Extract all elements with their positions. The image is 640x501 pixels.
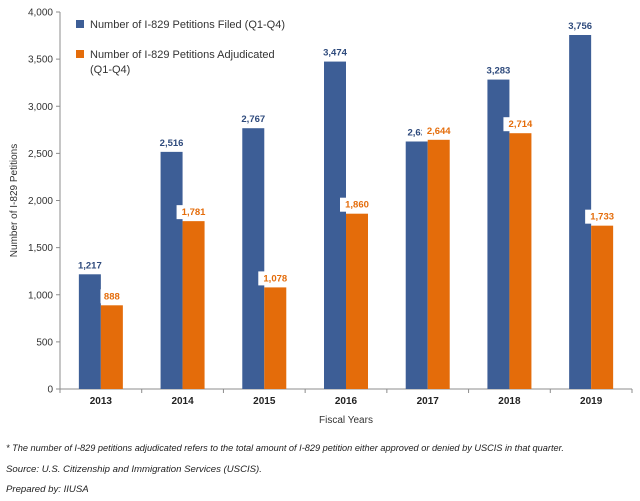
petitions-bar-chart: 0 500 1,000 1,500 2,000 2,500 3,000 3,500 4,000 1… <box>9 8 633 426</box>
data-label-background <box>503 117 538 132</box>
legend-swatch <box>76 50 84 58</box>
y-tick-label: 500 <box>36 337 53 348</box>
legend-swatch <box>76 20 84 28</box>
data-label-adjudicated: 1,078 <box>263 273 287 284</box>
y-tick-label: 1,000 <box>28 290 53 301</box>
bar-filed <box>405 141 428 389</box>
data-label-adjudicated: 1,733 <box>590 212 614 223</box>
x-tick-label: 2017 <box>417 396 440 407</box>
bar-adjudicated <box>591 225 614 389</box>
data-label-adjudicated: 1,860 <box>345 200 369 211</box>
bar-adjudicated <box>427 139 450 389</box>
bar-adjudicated <box>182 221 205 389</box>
bar-adjudicated <box>264 287 287 389</box>
data-label-background <box>585 209 620 224</box>
y-tick-label: 0 <box>47 385 53 396</box>
x-tick-label: 2013 <box>90 396 113 407</box>
bar-filed <box>160 151 183 389</box>
data-label-background <box>176 205 211 220</box>
data-label-filed: 3,283 <box>487 66 511 77</box>
data-label-filed: 3,756 <box>568 21 592 32</box>
data-label-filed: 1,217 <box>78 260 102 271</box>
data-label-adjudicated: 2,644 <box>427 126 451 137</box>
y-axis-title: Number of I-829 Petitions <box>9 144 20 257</box>
data-label-adjudicated: 1,781 <box>182 207 206 218</box>
bar-filed <box>569 34 592 389</box>
data-label-background <box>340 197 374 212</box>
x-tick-label: 2016 <box>335 396 358 407</box>
legend-label: Number of I-829 Petitions Filed (Q1-Q4) <box>90 19 285 31</box>
source-note: Source: U.S. Citizenship and Immigration… <box>6 464 262 475</box>
y-tick-label: 4,000 <box>28 8 53 19</box>
x-tick-label: 2019 <box>580 396 603 407</box>
bar-filed <box>242 128 265 389</box>
data-label-background <box>258 271 293 286</box>
bar-adjudicated <box>100 305 123 389</box>
data-label-background <box>421 123 456 138</box>
prepared-by-note: Prepared by: IIUSA <box>6 484 89 495</box>
x-tick-label: 2014 <box>171 396 194 407</box>
footnote: * The number of I-829 petitions adjudica… <box>6 443 564 453</box>
y-tick-label: 2,500 <box>28 149 53 160</box>
x-axis-title: Fiscal Years <box>319 415 373 426</box>
x-tick-label: 2018 <box>498 396 521 407</box>
bar-adjudicated <box>346 213 368 389</box>
data-label-filed: 2,62 <box>407 127 426 138</box>
legend-label: (Q1-Q4) <box>90 64 130 76</box>
y-tick-label: 3,000 <box>28 102 53 113</box>
data-label-filed: 2,767 <box>241 114 265 125</box>
y-tick-label: 3,500 <box>28 55 53 66</box>
data-label-filed: 2,516 <box>160 138 184 149</box>
data-label-background <box>100 289 124 304</box>
y-tick-label: 2,000 <box>28 196 53 207</box>
bar-filed <box>324 61 346 389</box>
legend-label: Number of I-829 Petitions Adjudicated <box>90 49 275 61</box>
data-label-adjudicated: 888 <box>104 291 120 302</box>
data-label-adjudicated: 2,714 <box>509 119 533 130</box>
bar-filed <box>78 274 101 389</box>
data-label-filed: 3,474 <box>323 48 347 59</box>
x-tick-label: 2015 <box>253 396 276 407</box>
y-tick-label: 1,500 <box>28 243 53 254</box>
bar-filed <box>487 79 510 390</box>
bar-adjudicated <box>509 133 532 389</box>
